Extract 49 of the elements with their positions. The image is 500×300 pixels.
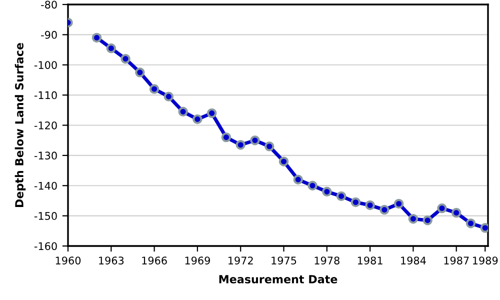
point: [178, 106, 188, 117]
x-tick-label: 1984: [401, 256, 426, 264]
point: [408, 214, 418, 224]
point: [336, 191, 346, 202]
point: [394, 198, 404, 209]
x-tick-label: 1963: [99, 256, 124, 264]
point: [221, 132, 232, 142]
point: [106, 43, 116, 54]
x-tick-label: 1972: [228, 256, 253, 264]
point: [293, 174, 303, 184]
y-tick-label: -80: [41, 0, 57, 9]
x-axis-title: Measurement Date: [219, 275, 338, 284]
point: [92, 32, 102, 43]
y-axis-title: Depth Below Land Surface: [14, 43, 26, 207]
point: [250, 135, 260, 146]
point: [350, 197, 361, 208]
point: [149, 84, 160, 94]
point: [322, 186, 332, 197]
y-tick-label: -130: [34, 152, 57, 160]
point: [192, 114, 202, 124]
x-tick-label: 1969: [185, 256, 210, 264]
point: [365, 200, 375, 210]
y-tick-label: -150: [34, 212, 57, 220]
point: [135, 68, 145, 78]
point: [466, 218, 476, 228]
y-tick-label: -160: [34, 242, 57, 250]
y-tick-label: -140: [34, 182, 57, 190]
y-tick-label: -120: [34, 121, 57, 130]
point: [236, 140, 246, 150]
x-tick-label: 1960: [56, 256, 81, 264]
point: [206, 108, 217, 118]
x-tick-label: 1987: [444, 256, 469, 264]
point: [422, 215, 432, 226]
x-tick-label: 1978: [314, 256, 340, 264]
x-tick-label: 1966: [142, 256, 167, 264]
point: [278, 156, 289, 166]
point: [308, 180, 318, 190]
point: [380, 204, 390, 215]
y-tick-label: -90: [41, 30, 57, 39]
x-tick-label: 1975: [272, 256, 296, 264]
point: [164, 92, 174, 102]
point: [451, 208, 462, 218]
x-tick-label: 1989: [473, 256, 498, 264]
y-tick-label: -100: [34, 61, 57, 69]
x-tick-label: 1981: [358, 256, 382, 264]
point: [264, 142, 274, 152]
point: [120, 54, 130, 64]
y-tick-label: -110: [34, 91, 57, 100]
point: [437, 203, 447, 214]
